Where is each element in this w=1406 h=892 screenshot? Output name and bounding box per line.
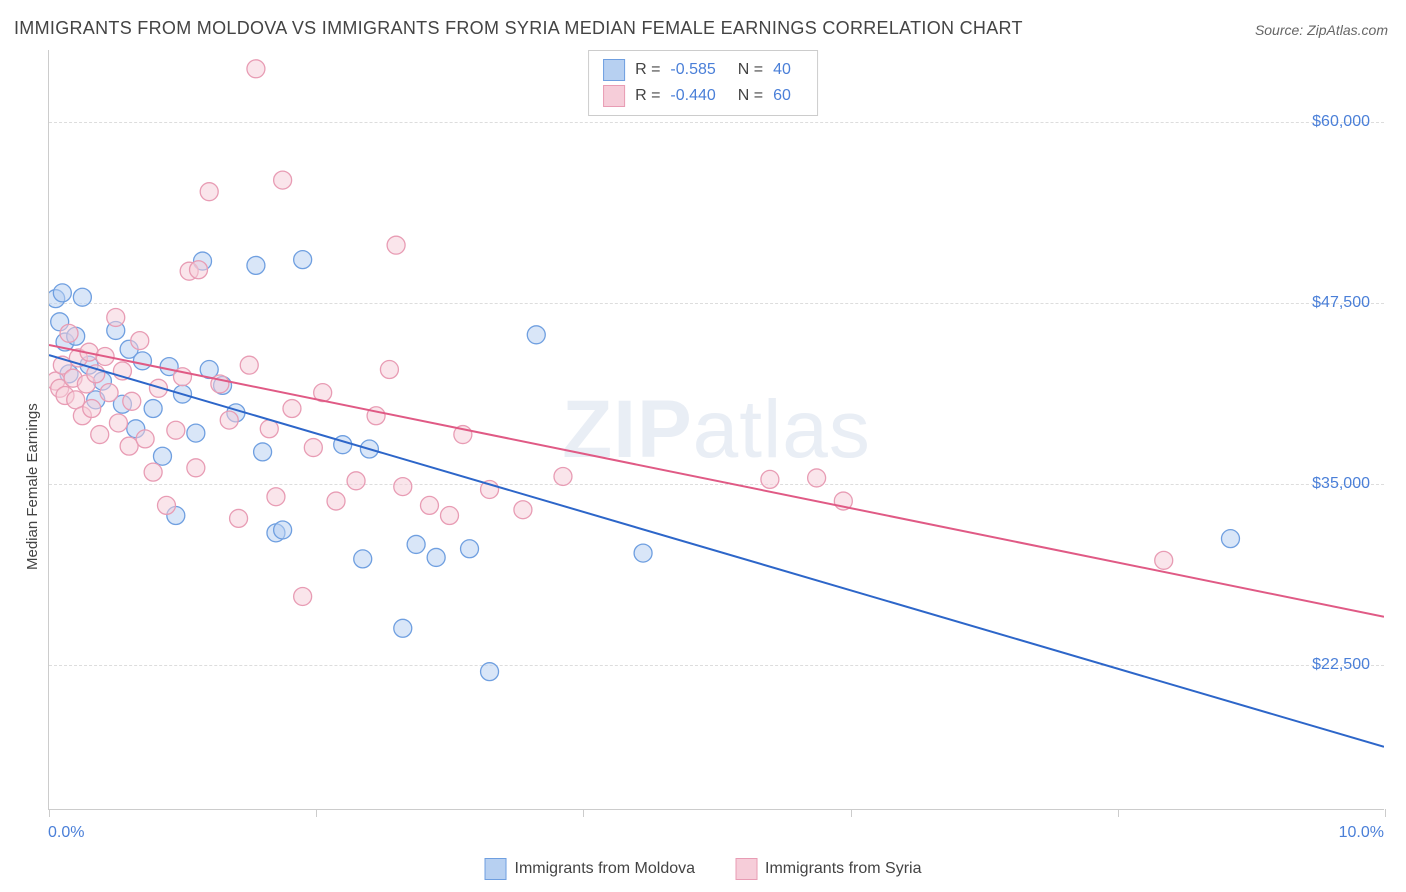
data-point [267, 488, 285, 506]
y-axis-title: Median Female Earnings [24, 403, 41, 570]
data-point [294, 251, 312, 269]
trend-line [49, 345, 1384, 617]
data-point [461, 540, 479, 558]
data-point [83, 400, 101, 418]
data-point [167, 421, 185, 439]
data-point [100, 384, 118, 402]
x-tick [1118, 809, 1119, 817]
data-point [91, 426, 109, 444]
x-tick [1385, 809, 1386, 817]
data-point [304, 439, 322, 457]
legend-label-syria: Immigrants from Syria [765, 860, 921, 878]
data-point [190, 261, 208, 279]
data-point [554, 467, 572, 485]
data-point [109, 414, 127, 432]
source-attribution: Source: ZipAtlas.com [1255, 22, 1388, 38]
data-point [808, 469, 826, 487]
data-point [634, 544, 652, 562]
data-point [136, 430, 154, 448]
legend-label-moldova: Immigrants from Moldova [515, 860, 696, 878]
data-point [144, 400, 162, 418]
data-point [394, 478, 412, 496]
data-point [354, 550, 372, 568]
data-point [131, 332, 149, 350]
data-point [274, 171, 292, 189]
legend-swatch-moldova [603, 59, 625, 81]
data-point [123, 392, 141, 410]
legend-correlation: R = -0.585 N = 40 R = -0.440 N = 60 [588, 50, 818, 116]
data-point [157, 496, 175, 514]
data-point [247, 60, 265, 78]
data-point [420, 496, 438, 514]
legend-swatch-syria [603, 85, 625, 107]
data-point [144, 463, 162, 481]
x-axis-max-label: 10.0% [1339, 824, 1384, 842]
n-label: N = [738, 61, 763, 79]
data-point [230, 509, 248, 527]
x-tick [49, 809, 50, 817]
data-point [283, 400, 301, 418]
data-point [53, 284, 71, 302]
data-point [120, 437, 138, 455]
data-point [441, 507, 459, 525]
legend-item-syria: Immigrants from Syria [735, 858, 921, 880]
chart-svg [49, 50, 1384, 809]
data-point [200, 183, 218, 201]
n-label: N = [738, 87, 763, 105]
legend-row-syria: R = -0.440 N = 60 [603, 83, 803, 109]
data-point [407, 535, 425, 553]
x-tick [583, 809, 584, 817]
legend-swatch-syria [735, 858, 757, 880]
data-point [294, 587, 312, 605]
data-point [347, 472, 365, 490]
data-point [327, 492, 345, 510]
data-point [1155, 551, 1173, 569]
n-value-moldova: 40 [773, 61, 791, 79]
data-point [380, 361, 398, 379]
data-point [427, 548, 445, 566]
legend-series: Immigrants from Moldova Immigrants from … [485, 858, 922, 880]
data-point [107, 308, 125, 326]
r-value-moldova: -0.585 [670, 61, 715, 79]
r-label: R = [635, 61, 660, 79]
data-point [254, 443, 272, 461]
n-value-syria: 60 [773, 87, 791, 105]
data-point [133, 352, 151, 370]
legend-item-moldova: Immigrants from Moldova [485, 858, 696, 880]
plot-area: ZIPatlas $22,500$35,000$47,500$60,000 [48, 50, 1384, 810]
data-point [527, 326, 545, 344]
chart-title: IMMIGRANTS FROM MOLDOVA VS IMMIGRANTS FR… [14, 18, 1023, 39]
data-point [387, 236, 405, 254]
legend-swatch-moldova [485, 858, 507, 880]
data-point [514, 501, 532, 519]
data-point [247, 256, 265, 274]
data-point [274, 521, 292, 539]
data-point [73, 288, 91, 306]
r-label: R = [635, 87, 660, 105]
x-tick [851, 809, 852, 817]
r-value-syria: -0.440 [670, 87, 715, 105]
data-point [761, 470, 779, 488]
data-point [1221, 530, 1239, 548]
data-point [481, 663, 499, 681]
x-axis-min-label: 0.0% [48, 824, 84, 842]
data-point [60, 324, 78, 342]
legend-row-moldova: R = -0.585 N = 40 [603, 57, 803, 83]
data-point [240, 356, 258, 374]
data-point [153, 447, 171, 465]
data-point [187, 459, 205, 477]
data-point [394, 619, 412, 637]
x-tick [316, 809, 317, 817]
data-point [220, 411, 238, 429]
data-point [187, 424, 205, 442]
trend-line [49, 355, 1384, 747]
